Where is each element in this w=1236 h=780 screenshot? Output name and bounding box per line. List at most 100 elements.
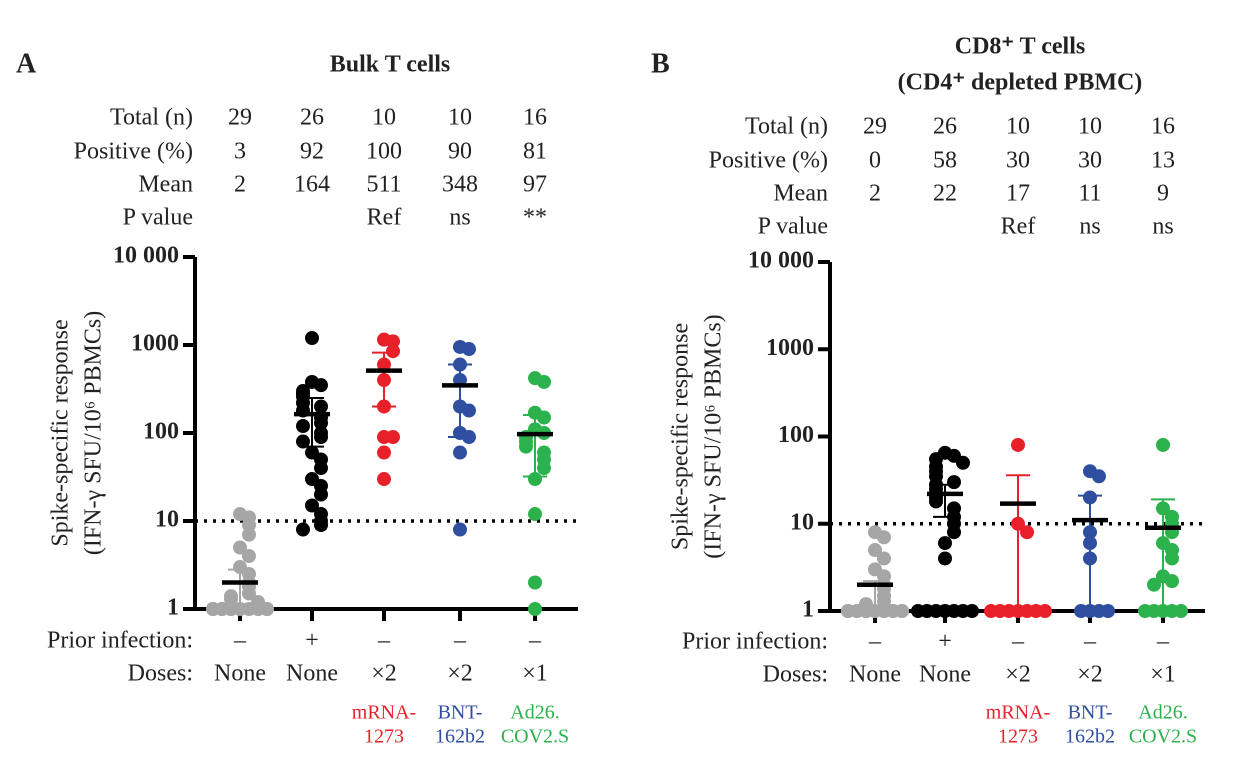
header-value: ** <box>523 205 547 231</box>
y-tick-label: 100 <box>778 422 814 448</box>
data-point <box>984 604 998 618</box>
y-tick-label: 10 <box>155 507 179 533</box>
vaccine-label: mRNA- <box>986 702 1050 724</box>
data-point <box>386 344 400 359</box>
data-point <box>305 331 319 346</box>
data-point <box>260 602 274 616</box>
vaccine-label: BNT- <box>438 702 483 724</box>
header-label: Mean <box>773 181 828 207</box>
prior-value: – <box>453 628 467 654</box>
data-point <box>305 498 319 513</box>
chart-title: (CD4⁺ depleted PBMC) <box>898 70 1143 96</box>
panel-label: B <box>651 48 670 79</box>
header-value: 26 <box>300 105 324 131</box>
data-point <box>528 507 542 522</box>
header-value: 30 <box>1078 148 1102 174</box>
dose-value: None <box>849 662 901 688</box>
chart-title: CD8⁺ T cells <box>955 34 1085 60</box>
prior-value: – <box>1083 629 1097 655</box>
header-label: Positive (%) <box>74 139 193 165</box>
y-tick-label: 10 000 <box>113 243 179 269</box>
data-point <box>314 461 328 476</box>
data-point <box>314 487 328 502</box>
y-axis-label: (IFN-γ SFU/10⁶ PBMCs) <box>81 311 107 555</box>
prior-label: Prior infection: <box>682 629 828 655</box>
header-value: 13 <box>1151 148 1175 174</box>
data-point <box>519 439 533 454</box>
data-point <box>877 551 891 566</box>
header-value: 348 <box>442 172 478 198</box>
vaccine-label: 1273 <box>364 726 404 748</box>
data-point <box>377 445 391 460</box>
header-value: 0 <box>869 148 881 174</box>
data-point <box>1165 574 1179 589</box>
y-tick-label: 100 <box>143 419 179 445</box>
data-point <box>462 403 476 418</box>
header-value: 10 <box>1078 114 1102 140</box>
data-point <box>938 551 952 566</box>
header-value: ns <box>449 205 470 231</box>
header-value: 81 <box>523 139 547 165</box>
data-point <box>911 604 925 618</box>
data-point <box>965 604 979 618</box>
data-point <box>1156 437 1170 452</box>
data-point <box>947 525 961 540</box>
y-tick-label: 1000 <box>766 335 814 361</box>
prior-value: – <box>1011 629 1025 655</box>
header-value: 9 <box>1157 181 1169 207</box>
vaccine-label: BNT- <box>1068 702 1113 724</box>
dose-value: ×2 <box>371 661 397 687</box>
data-point <box>314 518 328 533</box>
dose-value: ×2 <box>1005 662 1031 688</box>
header-value: 29 <box>228 105 252 131</box>
data-point <box>462 342 476 357</box>
header-label: Total (n) <box>745 114 828 140</box>
data-point <box>1020 525 1034 540</box>
y-axis-label: (IFN-γ SFU/10⁶ PBMCs) <box>701 314 727 558</box>
header-value: 58 <box>933 148 957 174</box>
header-value: Ref <box>367 205 402 231</box>
data-point <box>1038 604 1052 618</box>
prior-value: – <box>377 628 391 654</box>
data-point <box>537 410 551 425</box>
chart-title: Bulk T cells <box>330 52 451 78</box>
y-tick-label: 1 <box>167 595 179 621</box>
dose-value: ×1 <box>522 661 548 687</box>
data-point <box>314 430 328 445</box>
vaccine-label: Ad26. <box>1138 702 1187 724</box>
dose-value: ×2 <box>1077 662 1103 688</box>
data-point <box>296 522 310 537</box>
header-value: 100 <box>366 139 402 165</box>
data-point <box>296 434 310 449</box>
prior-value: – <box>233 628 247 654</box>
header-value: 30 <box>1006 148 1030 174</box>
header-value: 29 <box>863 114 887 140</box>
prior-value: – <box>528 628 542 654</box>
data-point <box>886 604 900 618</box>
header-value: ns <box>1079 214 1100 240</box>
data-point <box>453 445 467 460</box>
data-point <box>528 472 542 487</box>
data-point <box>938 536 952 551</box>
vaccine-label: COV2.S <box>1129 726 1197 748</box>
data-point <box>215 602 229 616</box>
data-point <box>314 378 328 393</box>
header-value: ns <box>1152 214 1173 240</box>
data-point <box>314 399 328 414</box>
data-point <box>877 594 891 609</box>
header-value: 10 <box>1006 114 1030 140</box>
header-value: 90 <box>448 139 472 165</box>
data-point <box>242 549 256 564</box>
data-point <box>314 415 328 430</box>
data-point <box>1147 577 1161 592</box>
header-label: Positive (%) <box>709 148 828 174</box>
dose-value: ×2 <box>447 661 473 687</box>
header-value: 2 <box>234 172 246 198</box>
vaccine-label: mRNA- <box>352 702 416 724</box>
header-label: P value <box>758 214 828 240</box>
data-point <box>947 475 961 490</box>
data-point <box>528 602 542 616</box>
header-value: 11 <box>1078 181 1101 207</box>
data-point <box>242 518 256 533</box>
header-label: Mean <box>138 172 193 198</box>
